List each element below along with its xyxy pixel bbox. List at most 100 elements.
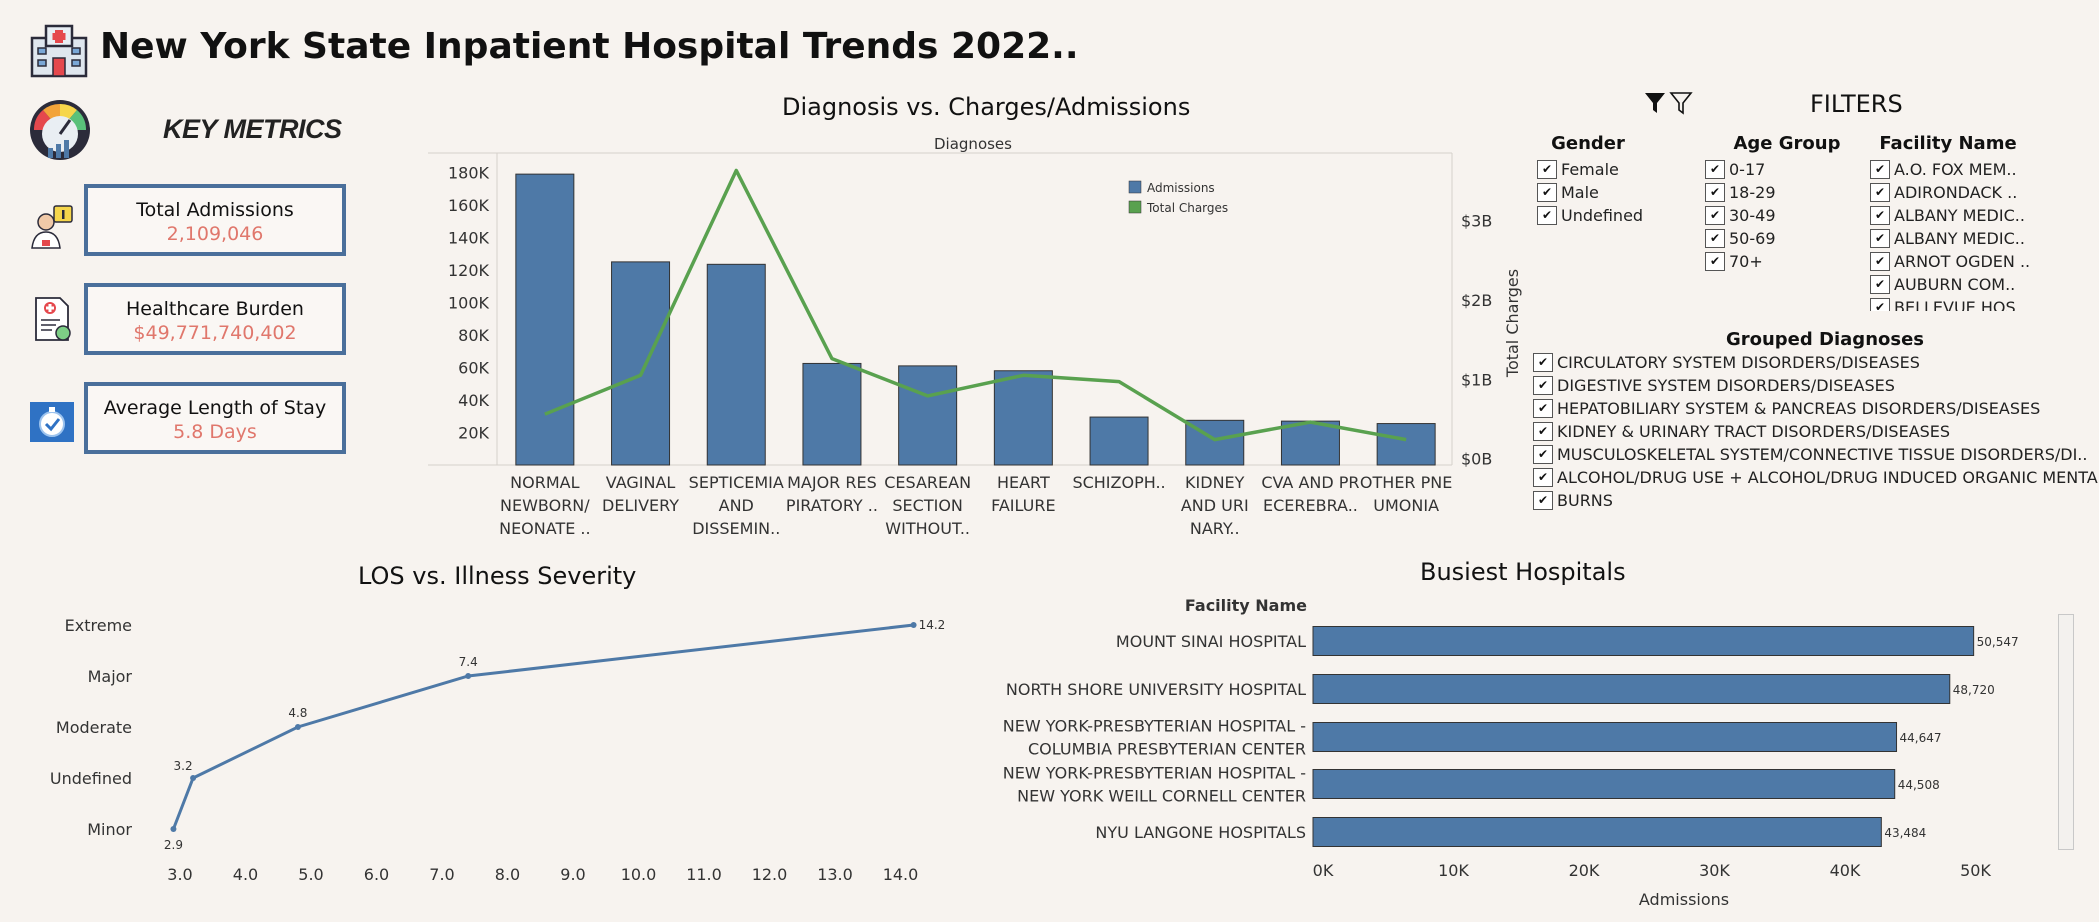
facility-option-label: ALBANY MEDIC.. xyxy=(1894,206,2025,225)
los-x-tick-label: 5.0 xyxy=(298,865,323,884)
checkbox-checked[interactable]: ✔ xyxy=(1537,160,1557,179)
facility-option[interactable]: ✔ ALBANY MEDIC.. xyxy=(1870,227,2025,250)
age-group-option-label: 70+ xyxy=(1729,252,1763,271)
grouped-diagnosis-option-label: BURNS xyxy=(1557,491,1613,510)
grouped-diagnosis-option-label: CIRCULATORY SYSTEM DISORDERS/DISEASES xyxy=(1557,353,1920,372)
gender-option[interactable]: ✔ Undefined xyxy=(1537,204,1643,227)
los-x-tick-label: 10.0 xyxy=(621,865,657,884)
admissions-x-tick-label: 0K xyxy=(1313,861,1334,880)
total-charges-line[interactable] xyxy=(544,168,1407,442)
checkbox-checked[interactable]: ✔ xyxy=(1533,353,1553,372)
admissions-bar[interactable] xyxy=(898,365,958,466)
facility-option[interactable]: ✔ BELLEVUE HOS.. xyxy=(1870,296,2026,311)
hospital-admissions-bar[interactable] xyxy=(1312,817,1882,847)
checkbox-checked[interactable]: ✔ xyxy=(1870,298,1890,311)
facility-option[interactable]: ✔ ARNOT OGDEN .. xyxy=(1870,250,2030,273)
stopwatch-icon xyxy=(30,402,74,442)
legend-swatch-admissions xyxy=(1128,180,1142,194)
age-group-option[interactable]: ✔ 18-29 xyxy=(1705,181,1776,204)
checkbox-checked[interactable]: ✔ xyxy=(1533,399,1553,418)
hospital-admissions-bar[interactable] xyxy=(1312,674,1951,704)
grouped-diagnosis-option[interactable]: ✔ HEPATOBILIARY SYSTEM & PANCREAS DISORDE… xyxy=(1533,397,2040,420)
diagnosis-category-label: ECEREBRA.. xyxy=(1263,496,1358,515)
grouped-diagnosis-option[interactable]: ✔ ALCOHOL/DRUG USE + ALCOHOL/DRUG INDUCED… xyxy=(1533,466,2099,489)
grouped-diagnoses-filter-title: Grouped Diagnoses xyxy=(1725,329,1925,350)
gender-option[interactable]: ✔ Female xyxy=(1537,158,1619,181)
facility-option[interactable]: ✔ ADIRONDACK .. xyxy=(1870,181,2017,204)
checkbox-checked[interactable]: ✔ xyxy=(1870,252,1890,271)
age-group-option[interactable]: ✔ 50-69 xyxy=(1705,227,1776,250)
hospital-admissions-bar[interactable] xyxy=(1312,626,1975,656)
checkbox-checked[interactable]: ✔ xyxy=(1870,183,1890,202)
checkbox-checked[interactable]: ✔ xyxy=(1870,275,1890,294)
diagnosis-category-label: NARY.. xyxy=(1190,519,1240,538)
admissions-x-tick-label: 50K xyxy=(1960,861,1991,880)
admissions-bar[interactable] xyxy=(993,370,1053,466)
checkbox-checked[interactable]: ✔ xyxy=(1705,206,1725,225)
checkbox-checked[interactable]: ✔ xyxy=(1537,183,1557,202)
facility-name-filter[interactable]: ✔ A.O. FOX MEM.. ✔ ADIRONDACK .. ✔ ALBANY MED… xyxy=(1870,158,2070,311)
left-tick-label: 100K xyxy=(448,294,490,313)
gender-option[interactable]: ✔ Male xyxy=(1537,181,1599,204)
admissions-bar[interactable] xyxy=(802,362,862,466)
grouped-diagnosis-option[interactable]: ✔ CIRCULATORY SYSTEM DISORDERS/DISEASES xyxy=(1533,351,1920,374)
los-chart-title: LOS vs. Illness Severity xyxy=(358,562,637,590)
grouped-diagnosis-option[interactable]: ✔ BURNS xyxy=(1533,489,1613,512)
checkbox-checked[interactable]: ✔ xyxy=(1705,252,1725,271)
los-x-tick-label: 13.0 xyxy=(817,865,853,884)
hospital-admissions-bar[interactable] xyxy=(1312,722,1898,752)
hospital-list-scrollbar[interactable] xyxy=(2058,614,2074,850)
age-group-option[interactable]: ✔ 0-17 xyxy=(1705,158,1765,181)
age-group-option[interactable]: ✔ 30-49 xyxy=(1705,204,1776,227)
checkbox-checked[interactable]: ✔ xyxy=(1705,160,1725,179)
grouped-diagnosis-option[interactable]: ✔ DIGESTIVE SYSTEM DISORDERS/DISEASES xyxy=(1533,374,1895,397)
checkbox-checked[interactable]: ✔ xyxy=(1537,206,1557,225)
gender-filter-title: Gender xyxy=(1551,133,1625,154)
los-point[interactable] xyxy=(190,775,197,781)
hospital-admissions-bar[interactable] xyxy=(1312,769,1896,799)
checkbox-checked[interactable]: ✔ xyxy=(1533,491,1553,510)
hospital-value-label: 44,647 xyxy=(1900,731,1942,745)
severity-label: Minor xyxy=(87,820,132,839)
grouped-diagnosis-option[interactable]: ✔ MUSCULOSKELETAL SYSTEM/CONNECTIVE TISSU… xyxy=(1533,443,2087,466)
facility-option-label: ADIRONDACK .. xyxy=(1894,183,2018,202)
filter-icons[interactable] xyxy=(1644,91,1694,115)
diagnosis-category-label: VAGINAL xyxy=(606,473,676,492)
checkbox-checked[interactable]: ✔ xyxy=(1870,160,1890,179)
average-length-of-stay-label: Average Length of Stay xyxy=(103,397,327,419)
healthcare-burden-value: $49,771,740,402 xyxy=(133,322,297,344)
age-group-option[interactable]: ✔ 70+ xyxy=(1705,250,1763,273)
filter-outline-icon[interactable] xyxy=(1669,92,1693,115)
average-length-of-stay-card: Average Length of Stay 5.8 Days xyxy=(84,382,346,454)
filter-filled-icon[interactable] xyxy=(1645,93,1665,113)
los-point[interactable] xyxy=(170,826,177,832)
checkbox-checked[interactable]: ✔ xyxy=(1533,468,1553,487)
facility-option-label: ARNOT OGDEN .. xyxy=(1894,252,2031,271)
checkbox-checked[interactable]: ✔ xyxy=(1533,376,1553,395)
grouped-diagnosis-option-label: HEPATOBILIARY SYSTEM & PANCREAS DISORDER… xyxy=(1557,399,2041,418)
grouped-diagnosis-option[interactable]: ✔ KIDNEY & URINARY TRACT DISORDERS/DISEAS… xyxy=(1533,420,1950,443)
severity-label: Major xyxy=(88,667,133,686)
admissions-bar[interactable] xyxy=(1089,416,1149,466)
checkbox-checked[interactable]: ✔ xyxy=(1533,445,1553,464)
los-point[interactable] xyxy=(294,724,301,730)
checkbox-checked[interactable]: ✔ xyxy=(1705,229,1725,248)
los-point[interactable] xyxy=(465,673,472,679)
admissions-bar[interactable] xyxy=(611,261,671,466)
checkbox-checked[interactable]: ✔ xyxy=(1870,229,1890,248)
checkbox-checked[interactable]: ✔ xyxy=(1533,422,1553,441)
checkbox-checked[interactable]: ✔ xyxy=(1705,183,1725,202)
admissions-bar[interactable] xyxy=(706,263,766,466)
right-tick-label: $0B xyxy=(1461,450,1492,469)
facility-option[interactable]: ✔ ALBANY MEDIC.. xyxy=(1870,204,2025,227)
facility-option[interactable]: ✔ A.O. FOX MEM.. xyxy=(1870,158,2017,181)
admissions-bar[interactable] xyxy=(1376,423,1436,466)
hospital-name-label: NORTH SHORE UNIVERSITY HOSPITAL xyxy=(1006,680,1306,699)
left-tick-label: 20K xyxy=(458,424,489,443)
admissions-bar[interactable] xyxy=(515,173,575,466)
facility-option[interactable]: ✔ AUBURN COM.. xyxy=(1870,273,2015,296)
admissions-bar[interactable] xyxy=(1280,420,1340,466)
los-point[interactable] xyxy=(910,622,917,628)
grouped-diagnosis-option-label: KIDNEY & URINARY TRACT DISORDERS/DISEASE… xyxy=(1557,422,1951,441)
checkbox-checked[interactable]: ✔ xyxy=(1870,206,1890,225)
